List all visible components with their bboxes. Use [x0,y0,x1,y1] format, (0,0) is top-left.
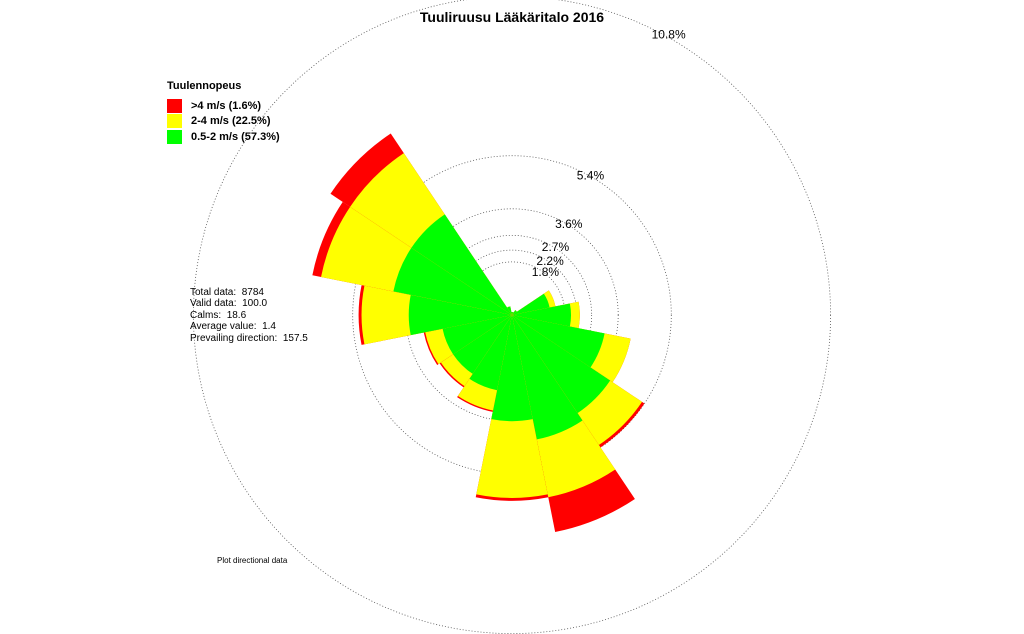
ring-label-2: 2.7% [542,240,570,254]
grid-ring-4 [352,155,672,475]
wedge-157.5-series-0 [512,315,583,440]
legend: Tuulennopeus >4 m/s (1.6%) 2-4 m/s (22.5… [167,80,280,145]
wedge-337.5-series-0 [507,306,512,315]
ring-label-5: 10.8% [652,28,686,42]
wind-wedges [312,133,645,532]
wedge-135-series-0 [512,315,611,414]
legend-entry-low: 0.5-2 m/s (57.3%) [167,129,280,145]
legend-title: Tuulennopeus [167,80,242,92]
legend-label-low: 0.5-2 m/s (57.3%) [191,130,280,143]
stat-calms: Calms: 18.6 [190,309,247,321]
ring-labels: 1.8%2.2%2.7% 3.6% 5.4% 10.8% [532,28,686,279]
legend-label-high: >4 m/s (1.6%) [191,99,262,112]
ring-label-4: 5.4% [577,168,605,182]
plot-directional-data-note: Plot directional data [217,556,288,565]
wedge-22.5-series-0 [512,312,514,315]
legend-swatch-low [167,129,182,144]
wedge-0-series-0 [511,312,513,315]
wedge-315-series-0 [411,214,512,315]
wedge-90-series-0 [512,303,572,327]
wedge-112.5-series-0 [512,315,605,368]
stat-average-value: Average value: 1.4 [190,321,276,333]
chart-title: Tuuliruusu Lääkäritalo 2016 [419,9,605,25]
stat-prevailing-direction: Prevailing direction: 157.5 [190,332,308,344]
wedge-270-series-0 [408,294,512,336]
stat-valid-data: Valid data: 100.0 [190,298,268,310]
legend-entry-high: >4 m/s (1.6%) [167,98,280,114]
legend-swatch-mid [167,114,182,129]
wedge-247.5-series-0 [442,315,512,355]
legend-entry-mid: 2-4 m/s (22.5%) [167,114,280,130]
wedge-225-series-0 [453,315,512,374]
wedge-180-series-0 [491,315,533,422]
wedge-202.5-series-0 [469,315,512,391]
ring-label-1: 2.2% [536,254,564,268]
wedge-292.5-series-0 [393,247,512,315]
statistics-block: Total data: 8784 Valid data: 100.0 Calms… [190,287,308,344]
legend-swatch-high [167,98,182,113]
ring-label-3: 3.6% [555,217,583,231]
stat-total-data: Total data: 8784 [190,287,264,298]
wedge-45-series-0 [512,310,517,315]
wedge-67.5-series-0 [512,293,550,315]
legend-label-mid: 2-4 m/s (22.5%) [191,115,271,128]
ring-label-0: 1.8% [532,265,560,279]
grid-ring-5 [193,0,831,634]
